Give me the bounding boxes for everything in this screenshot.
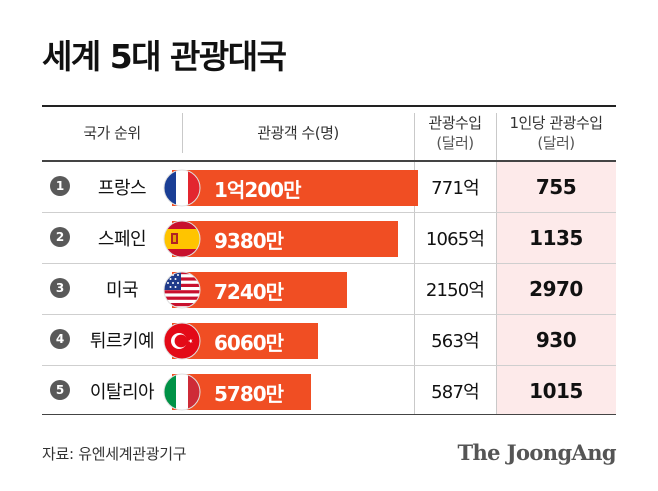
bar-data-label: 1억200만: [214, 177, 301, 202]
revenue-value: 1065억: [425, 229, 485, 250]
per-capita-value: 1015: [529, 379, 583, 403]
header-rank-country: 국가 순위: [42, 105, 182, 160]
header-per-capita-unit: (달러): [537, 133, 575, 152]
bar-data-label: 7240만: [214, 279, 284, 304]
country-name: 스페인: [97, 229, 147, 250]
country-name: 튀르키예: [89, 331, 155, 352]
revenue-value: 563억: [431, 331, 480, 352]
header-revenue: 관광수입 (달러): [414, 105, 496, 160]
header-per-capita-label: 1인당 관광수입: [509, 113, 603, 132]
table-bottom-rule: [42, 414, 616, 415]
rank-badge: 1: [50, 176, 70, 196]
header-per-capita: 1인당 관광수입 (달러): [496, 105, 616, 160]
header-visitors: 관광객 수(명): [182, 105, 414, 160]
per-capita-value: 930: [535, 328, 577, 352]
table-row: 5 이탈리아 5780만 587억 1015: [42, 366, 616, 417]
per-capita-value: 2970: [529, 277, 583, 301]
spain-flag-icon: [163, 220, 201, 258]
row-divider: [42, 263, 616, 264]
table-row: 1 프랑스 1억200만 771억 755: [42, 162, 616, 213]
table-row: 4 튀르키예 6060만 563억 930: [42, 315, 616, 366]
per-capita-value: 755: [535, 175, 577, 199]
rank-badge: 5: [50, 380, 70, 400]
header-revenue-label: 관광수입: [428, 113, 482, 132]
table-top-rule: [42, 105, 616, 107]
table-row: 3 미국 7240만 2150억 2970: [42, 264, 616, 315]
bar-visitors: [172, 272, 347, 308]
table-row: 2 스페인 9380만 1065억 1135: [42, 213, 616, 264]
revenue-value: 587억: [431, 382, 480, 403]
header-divider: [182, 113, 183, 153]
italy-flag-icon: [163, 373, 201, 411]
chart-title: 세계 5대 관광대국: [42, 37, 287, 76]
bar-visitors: [172, 170, 418, 206]
rank-badge: 2: [50, 227, 70, 247]
publisher-logo: The JoongAng: [457, 440, 616, 465]
bar-data-label: 6060만: [214, 330, 284, 355]
country-name: 프랑스: [97, 178, 147, 199]
per-capita-value: 1135: [529, 226, 583, 250]
header-revenue-unit: (달러): [436, 133, 474, 152]
bar-data-label: 9380만: [214, 228, 284, 253]
rank-badge: 3: [50, 278, 70, 298]
source-note: 자료: 유엔세계관광기구: [42, 445, 187, 463]
france-flag-icon: [163, 169, 201, 207]
per-capita-column-highlight: [496, 160, 616, 414]
rank-badge: 4: [50, 329, 70, 349]
header-visitors-label: 관광객 수(명): [257, 123, 339, 142]
header-rank-country-label: 국가 순위: [83, 123, 141, 142]
bar-data-label: 5780만: [214, 381, 284, 406]
revenue-value: 2150억: [425, 280, 485, 301]
row-divider: [42, 212, 616, 213]
row-divider: [42, 365, 616, 366]
country-name: 이탈리아: [89, 382, 155, 403]
bar-visitors: [172, 221, 398, 257]
turkey-flag-icon: [163, 322, 201, 360]
usa-flag-icon: [163, 271, 201, 309]
revenue-value: 771억: [431, 178, 480, 199]
row-divider: [42, 314, 616, 315]
country-name: 미국: [105, 280, 139, 301]
header-bottom-rule: [42, 160, 616, 162]
